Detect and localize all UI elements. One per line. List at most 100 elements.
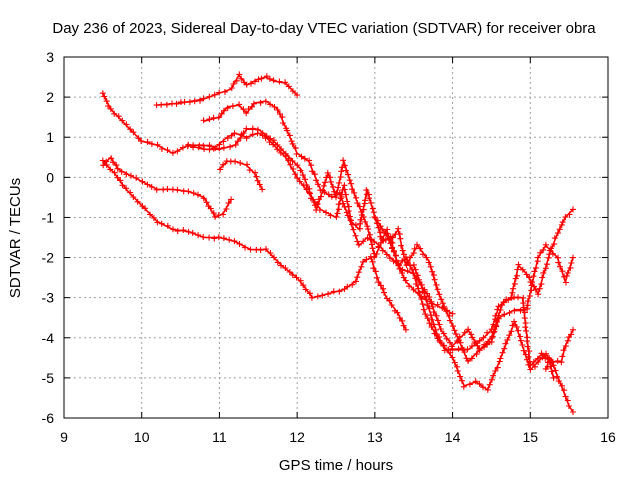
data-point: [468, 355, 475, 362]
data-point: [294, 92, 301, 99]
data-point: [437, 326, 444, 332]
data-point: [399, 266, 406, 273]
data-point: [472, 378, 479, 385]
data-point: [410, 250, 417, 257]
data-point: [289, 88, 296, 95]
x-tick-label: 12: [289, 429, 305, 445]
data-point: [500, 299, 507, 306]
data-point: [297, 277, 304, 284]
data-point: [236, 101, 243, 108]
data-point: [212, 145, 219, 152]
data-point: [554, 230, 561, 237]
data-point: [524, 305, 531, 312]
data-point: [353, 278, 359, 285]
data-point: [497, 355, 504, 362]
data-point: [356, 203, 363, 210]
data-point: [248, 80, 254, 87]
data-point: [279, 120, 286, 126]
data-point: [285, 157, 292, 164]
data-point: [286, 269, 293, 275]
data-point: [243, 110, 250, 117]
data-point: [181, 98, 188, 105]
data-point: [531, 268, 538, 275]
data-point: [306, 157, 313, 164]
data-point: [457, 373, 464, 380]
data-point: [480, 334, 487, 341]
data-point: [163, 101, 170, 108]
data-point: [570, 326, 576, 333]
data-point: [561, 273, 568, 280]
data-point: [493, 317, 500, 324]
x-tick-label: 16: [600, 429, 616, 445]
data-point: [548, 368, 555, 375]
data-point: [317, 187, 324, 194]
data-point: [254, 177, 261, 184]
data-point: [282, 79, 289, 86]
series-line-3: [102, 160, 407, 331]
data-point: [358, 212, 365, 219]
data-point: [476, 337, 483, 344]
series-line-4: [157, 74, 298, 106]
data-point: [242, 244, 248, 251]
data-point: [557, 263, 563, 270]
data-point: [360, 238, 367, 245]
x-axis-label: GPS time / hours: [279, 457, 393, 474]
series-markers-2: [100, 155, 235, 220]
data-point: [200, 195, 207, 202]
data-point: [375, 224, 382, 231]
data-point: [325, 191, 332, 198]
data-point: [276, 78, 283, 85]
data-point: [220, 107, 227, 114]
data-point: [169, 149, 176, 156]
data-point: [362, 218, 369, 225]
data-point: [455, 345, 462, 352]
data-point: [446, 312, 453, 319]
data-point: [399, 247, 406, 254]
data-point: [224, 135, 231, 142]
data-point: [515, 261, 522, 268]
data-point: [535, 291, 542, 298]
data-point: [108, 155, 115, 162]
data-point: [566, 211, 573, 218]
data-point: [374, 217, 381, 224]
data-point: [170, 226, 176, 233]
data-point: [259, 186, 266, 193]
data-point: [526, 348, 533, 355]
series-markers-9: [410, 206, 576, 354]
data-point: [348, 186, 355, 193]
data-point: [559, 219, 566, 226]
data-point: [400, 322, 407, 329]
series-markers-3: [99, 157, 409, 333]
data-point: [259, 132, 266, 139]
data-point: [565, 403, 572, 409]
data-point: [243, 81, 250, 88]
data-point: [300, 282, 307, 289]
data-point: [118, 168, 125, 175]
data-point: [364, 235, 371, 242]
data-point: [222, 89, 228, 95]
data-point: [520, 300, 527, 307]
data-point: [412, 281, 419, 287]
data-point: [496, 358, 503, 365]
data-point: [418, 282, 425, 288]
data-point: [522, 324, 529, 331]
data-point: [200, 117, 207, 124]
data-point: [560, 347, 567, 354]
data-point: [526, 274, 533, 281]
data-point: [527, 279, 534, 286]
data-point: [190, 142, 197, 149]
data-point: [556, 226, 563, 233]
data-point: [195, 232, 202, 239]
data-point: [568, 260, 575, 266]
data-point: [282, 265, 289, 271]
data-point: [210, 210, 217, 217]
data-point: [306, 290, 313, 297]
data-point: [450, 323, 456, 330]
data-point: [363, 256, 370, 263]
data-point: [296, 178, 303, 185]
data-point: [115, 113, 122, 120]
data-point: [452, 331, 459, 338]
y-tick-label: -5: [42, 370, 55, 386]
data-point: [488, 326, 495, 333]
data-point: [509, 289, 516, 296]
